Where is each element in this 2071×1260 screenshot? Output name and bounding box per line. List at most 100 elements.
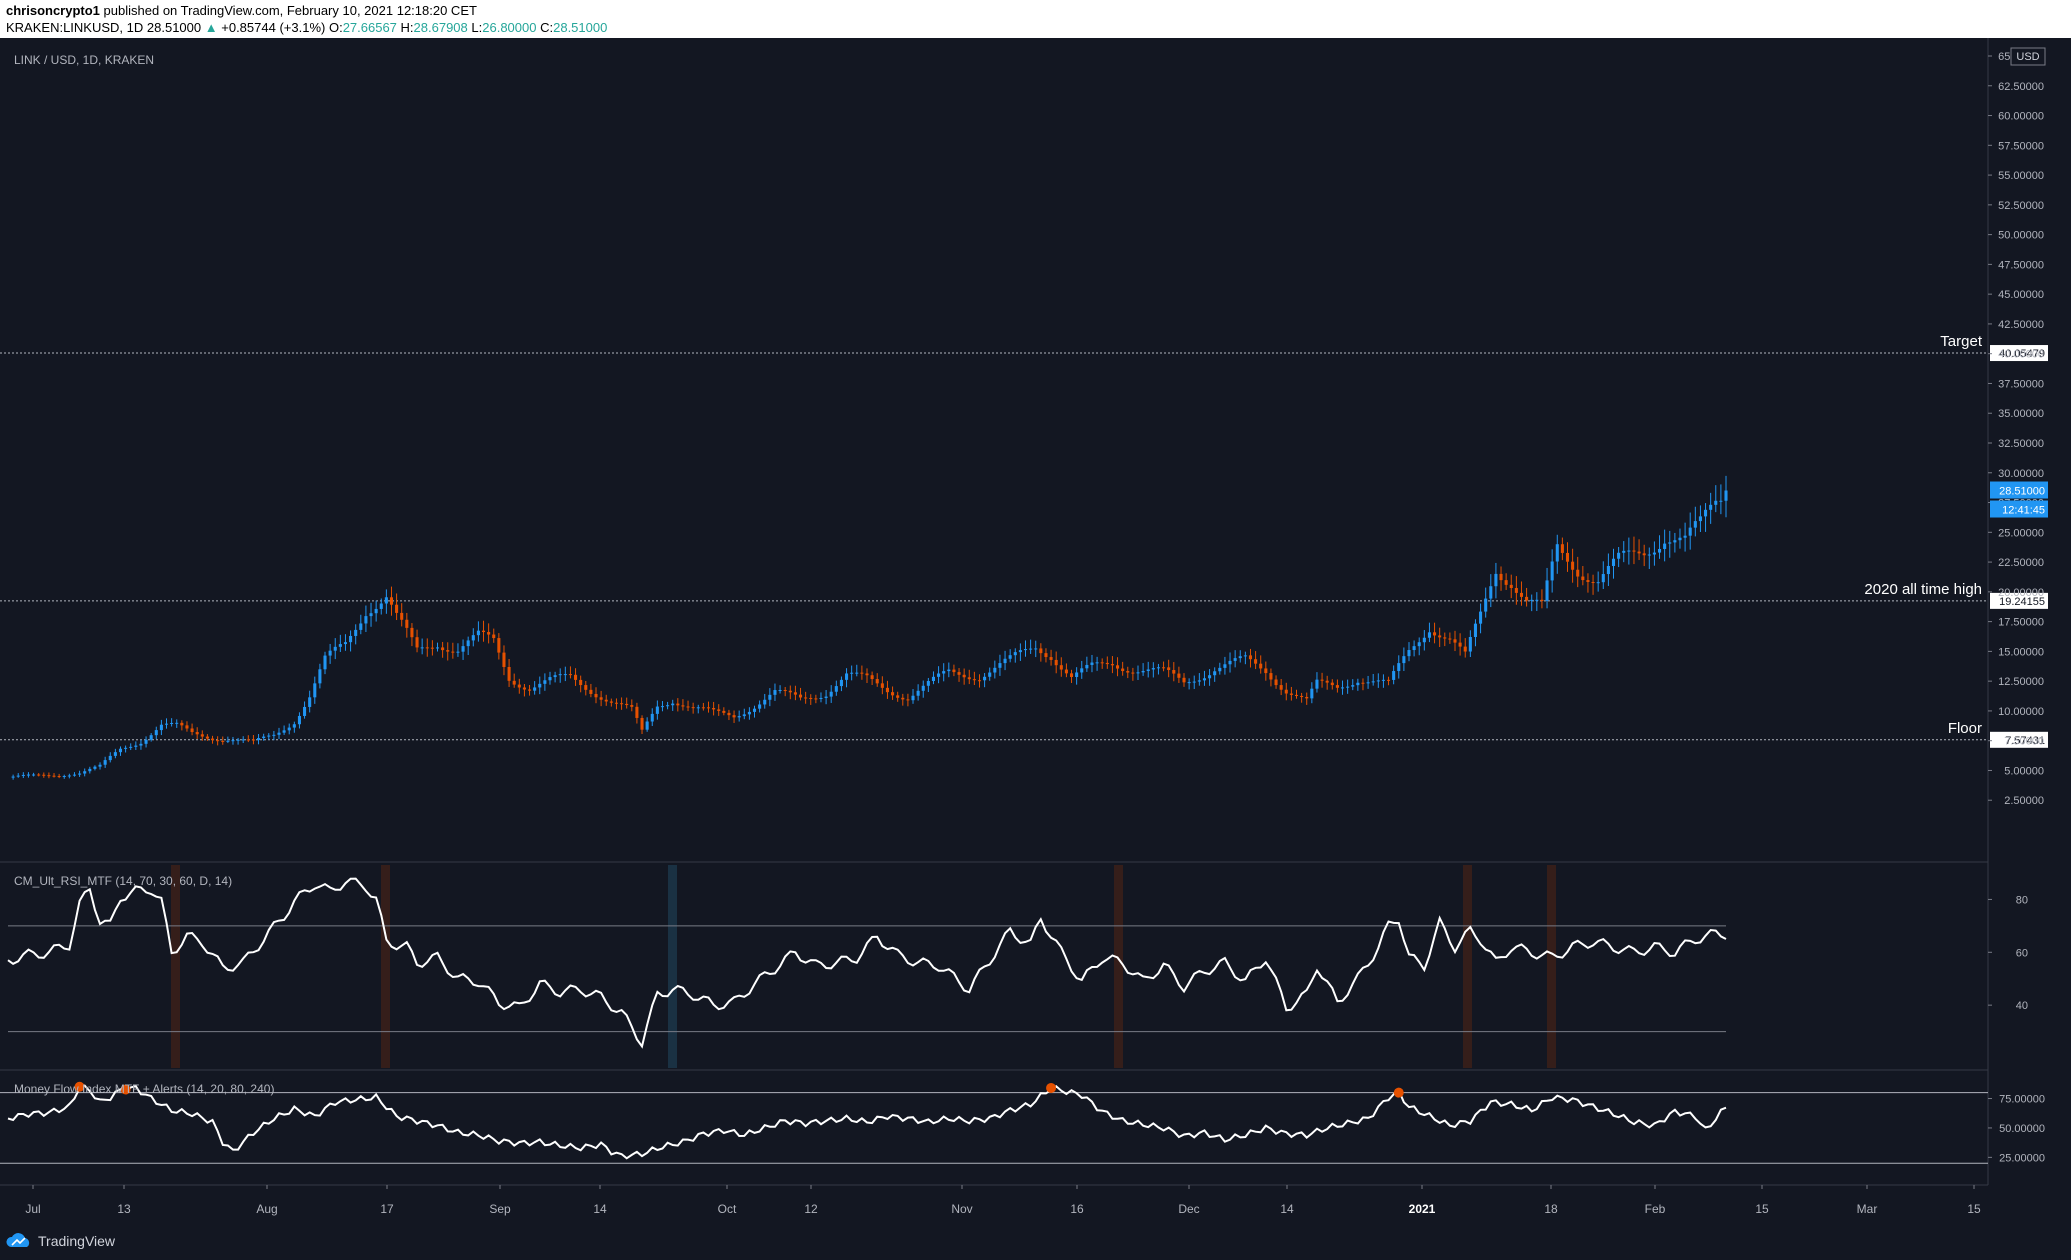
candle-body: [517, 684, 521, 688]
candle-body: [574, 674, 578, 680]
time-tick-label: Jul: [25, 1202, 40, 1216]
level-price-box: [1990, 345, 2048, 362]
candle-body: [972, 679, 976, 681]
level-price-label: 19.24155: [1999, 596, 2045, 608]
candle-body: [487, 632, 491, 635]
candle-body: [1530, 599, 1534, 601]
candle-body: [655, 706, 659, 714]
candle-body: [185, 725, 189, 729]
candle-body: [1289, 693, 1293, 695]
price-tick-label: 45.00000: [1998, 289, 2044, 301]
candle-body: [543, 680, 547, 684]
time-tick-label: 12: [804, 1202, 818, 1216]
candle-body: [369, 613, 373, 617]
candle-body: [32, 774, 36, 776]
candle-body: [988, 672, 992, 677]
currency-box[interactable]: [2010, 47, 2046, 66]
candle-body: [640, 717, 644, 730]
candle-body: [1622, 550, 1626, 553]
candle-body: [98, 764, 102, 767]
candle-body: [1116, 665, 1120, 669]
candle-body: [1535, 599, 1539, 601]
candle-body: [1361, 682, 1365, 684]
candle-body: [1412, 646, 1416, 651]
signal-bar: [381, 865, 390, 1068]
candle-body: [1059, 665, 1063, 670]
low-label: L:: [471, 20, 483, 35]
candle-body: [967, 677, 971, 680]
candle-body: [492, 634, 496, 639]
mfi-pane-title: Money Flow Index MTF + Alerts (14, 20, 8…: [14, 1082, 274, 1096]
candle-body: [609, 701, 613, 703]
price-tick-label: 15.00000: [1998, 646, 2044, 658]
candle-body: [200, 734, 204, 737]
candle-body: [1581, 576, 1585, 581]
tradingview-brand[interactable]: TradingView: [38, 1233, 116, 1249]
time-tick-label: Sep: [489, 1202, 511, 1216]
candle-body: [287, 727, 291, 731]
signal-bar: [1463, 865, 1472, 1068]
candle-body: [1172, 670, 1176, 674]
candle-body: [1627, 550, 1631, 552]
candle-body: [1601, 574, 1605, 583]
candle-body: [221, 740, 225, 742]
candle-body: [149, 735, 153, 740]
mfi-tick-label: 75.00000: [1999, 1094, 2045, 1106]
candle-body: [1218, 667, 1222, 672]
publisher-name[interactable]: chrisoncrypto1: [6, 3, 100, 18]
candle-body: [1151, 668, 1155, 670]
candle-body: [1545, 580, 1549, 601]
candle-body: [1090, 662, 1094, 665]
candle-body: [1484, 598, 1488, 612]
candle-body: [205, 736, 209, 739]
countdown-label: 12:41:45: [2002, 505, 2045, 517]
candle-body: [1039, 648, 1043, 654]
level-price-box: [1990, 731, 2048, 748]
candle-body: [1514, 588, 1518, 593]
candle-body: [1131, 672, 1135, 674]
candle-body: [865, 673, 869, 676]
mfi-line: [7, 1084, 1727, 1160]
price-tick-label: 60.00000: [1998, 111, 2044, 123]
candle-body: [1586, 580, 1590, 582]
candle-body: [1146, 669, 1150, 672]
candle-body: [481, 630, 486, 633]
candle-body: [768, 694, 772, 700]
candle-body: [318, 669, 322, 684]
candle-body: [860, 672, 864, 674]
level-name-label: 2020 all time high: [1864, 581, 1982, 598]
close-value: 28.51000: [553, 20, 608, 35]
candle-body: [1018, 650, 1022, 653]
candle-body: [1248, 655, 1253, 660]
candle-body: [1637, 551, 1641, 554]
candle-body: [742, 714, 746, 717]
candle-body: [26, 774, 30, 776]
candle-body: [1683, 535, 1687, 538]
candle-body: [1254, 659, 1258, 664]
price-tick-label: 40.00000: [1998, 349, 2044, 361]
price-change: +0.85744 (+3.1%): [221, 20, 326, 35]
candle-body: [614, 702, 618, 704]
candle-body: [599, 697, 603, 700]
candle-body: [16, 775, 20, 777]
price-tick-label: 7.50000: [2004, 736, 2044, 748]
candle-body: [681, 705, 685, 707]
candle-body: [824, 696, 828, 698]
candle-body: [1126, 671, 1130, 673]
price-tick-label: 47.50000: [1998, 259, 2044, 271]
candle-body: [896, 695, 900, 698]
candle-body: [998, 663, 1002, 668]
chart-svg[interactable]: Target 40.05479 2020 all time high 19.24155…: [0, 38, 2071, 1222]
level-price-label: 7.57431: [2005, 735, 2045, 747]
candle-body: [977, 680, 982, 682]
time-tick-label: 17: [380, 1202, 394, 1216]
candle-body: [1519, 592, 1524, 597]
chart-area[interactable]: Target 40.05479 2020 all time high 19.24155…: [0, 38, 2071, 1222]
candle-body: [257, 738, 261, 741]
candle-body: [338, 644, 342, 647]
candle-body: [829, 691, 833, 697]
candle-body: [1550, 561, 1554, 581]
candle-body: [21, 774, 25, 776]
mfi-tick-label: 50.00000: [1999, 1123, 2045, 1135]
candle-body: [83, 771, 87, 774]
